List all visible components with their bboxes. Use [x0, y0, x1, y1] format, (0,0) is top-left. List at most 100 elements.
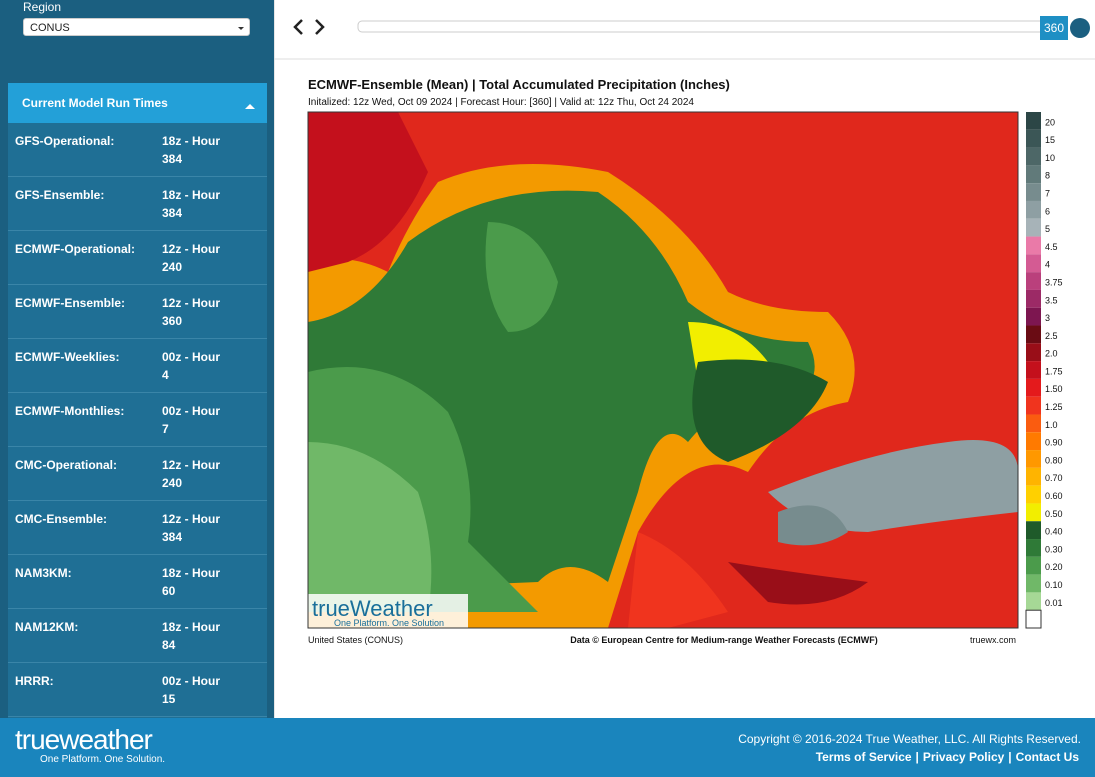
- footer-brand: trueweather: [15, 724, 153, 755]
- legend-label: 0.70: [1045, 473, 1063, 483]
- region-select[interactable]: CONUS: [23, 18, 250, 36]
- legend-label: 3.75: [1045, 277, 1063, 287]
- footer-link[interactable]: Privacy Policy: [922, 750, 1005, 764]
- legend-swatch: [1026, 574, 1041, 593]
- next-button[interactable]: [315, 19, 325, 35]
- legend-swatch: [1026, 289, 1041, 308]
- model-name: ECMWF-Operational:: [15, 242, 135, 256]
- legend-label: 3: [1045, 313, 1050, 323]
- legend-label: 0.01: [1045, 598, 1063, 608]
- model-name: CMC-Operational:: [15, 458, 117, 472]
- sidebar: Region CONUS Current Model Run Times GFS…: [0, 0, 274, 771]
- viewer: 360 trueWeather One Platform. One Soluti…: [274, 0, 1095, 718]
- model-run: 18z - Hour 384: [162, 134, 221, 166]
- model-run: 12z - Hour 240: [162, 458, 221, 490]
- legend-label: 7: [1045, 189, 1050, 199]
- legend-swatch: [1026, 556, 1041, 575]
- model-name: ECMWF-Weeklies:: [15, 350, 120, 364]
- model-row: ECMWF-Ensemble: 12z - Hour 360: [8, 285, 267, 339]
- model-row: GFS-Ensemble: 18z - Hour 384: [8, 177, 267, 231]
- footer-link[interactable]: Contact Us: [1015, 750, 1079, 764]
- legend-swatch: [1026, 361, 1041, 379]
- legend-label: 0.30: [1045, 544, 1063, 554]
- model-row: NAM3KM: 18z - Hour 60: [8, 555, 267, 609]
- model-row: ECMWF-Operational: 12z - Hour 240: [8, 231, 267, 285]
- legend-swatch: [1026, 467, 1041, 486]
- model-name: CMC-Ensemble:: [15, 512, 108, 526]
- model-row: GFS-Operational: 18z - Hour 384: [8, 123, 267, 177]
- legend-swatch: [1026, 592, 1041, 611]
- legend-label: 1.0: [1045, 420, 1058, 430]
- legend-swatch: [1026, 183, 1041, 201]
- legend-swatch: [1026, 236, 1041, 255]
- legend-swatch: [1026, 414, 1041, 433]
- hour-badge: [1040, 16, 1068, 40]
- legend-swatch: [1026, 432, 1041, 451]
- legend-label: 6: [1045, 206, 1050, 216]
- model-run: 00z - Hour 4: [162, 350, 221, 382]
- legend-label: 20: [1045, 117, 1055, 127]
- copyright: Copyright © 2016-2024 True Weather, LLC.…: [738, 732, 1081, 746]
- model-run: 00z - Hour 15: [162, 674, 221, 706]
- legend-swatch: [1026, 450, 1041, 468]
- model-name: NAM12KM:: [15, 620, 79, 634]
- model-name: ECMWF-Ensemble:: [15, 296, 126, 310]
- prev-button[interactable]: [293, 19, 303, 35]
- map-watermark: trueWeather: [312, 596, 433, 621]
- model-run: 18z - Hour 384: [162, 188, 221, 220]
- legend-label: 5: [1045, 224, 1050, 234]
- model-row: ECMWF-Weeklies: 00z - Hour 4: [8, 339, 267, 393]
- legend-swatch: [1026, 254, 1041, 273]
- region-label: Region: [23, 0, 62, 14]
- legend-label: 1.75: [1045, 366, 1063, 376]
- legend-swatch: [1026, 378, 1041, 397]
- footer: trueweather One Platform. One Solution. …: [0, 718, 1095, 777]
- legend-label: 15: [1045, 135, 1055, 145]
- legend-swatch: [1025, 609, 1042, 629]
- footer-links: Terms of Service | Privacy Policy | Contact …: [814, 750, 1081, 764]
- legend-swatch: [1026, 218, 1041, 237]
- legend-label: 2.0: [1045, 349, 1058, 359]
- panel-header[interactable]: Current Model Run Times: [8, 83, 267, 123]
- model-run: 12z - Hour 384: [162, 512, 221, 544]
- map-watermark-tag: One Platform. One Solution: [334, 618, 444, 628]
- legend-swatch: [1026, 343, 1041, 362]
- legend-swatch: [1026, 307, 1041, 326]
- map: trueWeather One Platform. One Solution: [307, 111, 1019, 629]
- legend-label: 1.50: [1045, 384, 1063, 394]
- legend-label: 0.50: [1045, 509, 1063, 519]
- model-row: CMC-Operational: 12z - Hour 240: [8, 447, 267, 501]
- legend-swatch: [1026, 503, 1041, 522]
- legend-swatch: [1026, 165, 1041, 184]
- legend-label: 1.25: [1045, 402, 1063, 412]
- link-separator: |: [1008, 750, 1012, 764]
- slider-handle[interactable]: [1070, 18, 1090, 38]
- model-run: 18z - Hour 84: [162, 620, 221, 652]
- legend-swatch: [1026, 272, 1041, 290]
- legend-label: 0.80: [1045, 455, 1063, 465]
- legend-label: 0.60: [1045, 491, 1063, 501]
- model-run: 18z - Hour 60: [162, 566, 221, 598]
- legend-swatch: [1026, 521, 1041, 540]
- legend-swatch: [1026, 396, 1041, 415]
- legend-swatch: [1026, 147, 1041, 166]
- legend-swatch: [1026, 200, 1041, 219]
- model-name: NAM3KM:: [15, 566, 72, 580]
- model-list: GFS-Operational: 18z - Hour 384 GFS-Ensemb…: [8, 123, 267, 771]
- legend-label: 0.90: [1045, 438, 1063, 448]
- model-name: GFS-Ensemble:: [15, 188, 105, 202]
- map-title: ECMWF-Ensemble (Mean) | Total Accumulate…: [308, 77, 730, 92]
- color-legend: 20 15 10 8 7 6 5 4.5 4 3.75 3.5 3 2.5 2.0 1.75 1.50 1.25…: [1025, 112, 1063, 629]
- legend-label: 10: [1045, 153, 1055, 163]
- legend-swatch: [1026, 325, 1041, 344]
- model-row: ECMWF-Monthlies: 00z - Hour 7: [8, 393, 267, 447]
- model-name: HRRR:: [15, 674, 54, 688]
- footer-link[interactable]: Terms of Service: [815, 750, 912, 764]
- legend-label: 8: [1045, 171, 1050, 181]
- footer-tagline: One Platform. One Solution.: [40, 754, 166, 765]
- time-slider[interactable]: [357, 20, 1049, 33]
- legend-label: 0.40: [1045, 527, 1063, 537]
- legend-label: 0.10: [1045, 580, 1063, 590]
- legend-label: 2.5: [1045, 331, 1058, 341]
